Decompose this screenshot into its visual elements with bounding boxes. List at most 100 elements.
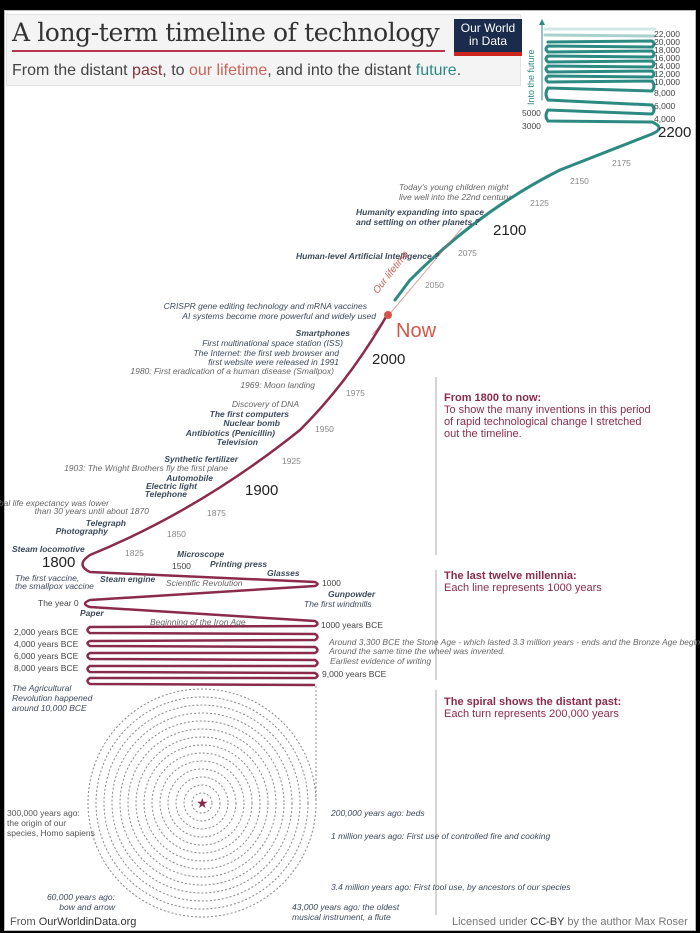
tick: 14,000 <box>654 61 680 71</box>
event-label: Nuclear bomb <box>223 418 280 428</box>
year-2000: 2000 <box>372 351 406 368</box>
event-label: Gunpowder <box>328 589 376 599</box>
event-label: Discovery of DNA <box>231 399 299 409</box>
tick-1000: 1000 <box>322 578 341 588</box>
tick: 20,000 <box>654 37 680 47</box>
star-icon: ★ <box>196 795 209 811</box>
event-label: The first computers <box>209 409 289 419</box>
footer-source[interactable]: From OurWorldinData.org <box>10 916 137 928</box>
year-label: 2050 <box>425 280 444 290</box>
event-label: The global life expectancy was lower <box>0 498 109 508</box>
tick: 10,000 <box>654 77 680 87</box>
event-label: Scientific Revolution <box>166 578 243 588</box>
spiral-rings <box>87 686 317 918</box>
year-label: 2175 <box>612 158 631 168</box>
event-label: Steam engine <box>100 574 156 584</box>
event-label: Smartphones <box>295 328 350 338</box>
owid-logo[interactable]: Our World in Data <box>454 19 522 56</box>
writing-note: Earliest evidence of writing <box>330 656 432 666</box>
year-label: 1875 <box>207 508 226 518</box>
wheel-note: Around the same time the wheel was inven… <box>329 646 506 656</box>
year-label: 2125 <box>530 198 549 208</box>
tick-1500: 1500 <box>172 561 191 571</box>
year-1900: 1900 <box>245 482 279 499</box>
year-1800: 1800 <box>42 554 76 571</box>
note-ai: Human-level Artificial Intelligence ? <box>296 251 440 261</box>
year-2100: 2100 <box>493 222 527 239</box>
event-label: First multinational space station (ISS) <box>202 338 343 348</box>
event-label: the smallpox vaccine <box>15 581 94 591</box>
event-label: Electric light <box>145 481 197 491</box>
tick-year-0: The year 0 <box>38 598 79 608</box>
tools-note: 3.4 million years ago: First tool use, b… <box>331 882 571 892</box>
tick-5000: 5000 <box>522 108 541 118</box>
tick-3000: 3000 <box>522 121 541 131</box>
tick: 18,000 <box>654 45 680 55</box>
event-label: Beginning of the Iron Age <box>150 617 246 627</box>
tick: 4,000 <box>654 114 676 124</box>
tick: 4,000 years BCE <box>14 639 79 649</box>
bronze-age-note: Around 3,300 BCE the Stone Age - which l… <box>329 637 700 647</box>
event-label: 1903: The Wright Brothers fly the first … <box>64 463 228 473</box>
fire-note: 1 million years ago: First use of contro… <box>331 831 551 841</box>
event-label: Photography <box>55 526 108 536</box>
tick: 2,000 years BCE <box>14 627 79 637</box>
tick: 8,000 years BCE <box>14 663 79 673</box>
tick: 16,000 <box>654 53 680 63</box>
now-marker <box>384 311 392 319</box>
agri-note: The Agricultural Revolution happened aroun… <box>12 683 93 713</box>
event-label: Printing press <box>210 559 268 569</box>
panel-1800-now: From 1800 to now: To show the many invent… <box>444 392 651 440</box>
event-label: Glasses <box>267 568 300 578</box>
year-label: 1950 <box>315 424 334 434</box>
event-label: Microscope <box>177 549 225 559</box>
tick: 8,000 <box>654 88 676 98</box>
subtitle: From the distant past, to our lifetime, … <box>12 62 462 79</box>
footer-license[interactable]: Licensed under CC-BY by the author Max R… <box>452 916 688 928</box>
year-label: 1925 <box>282 456 301 466</box>
event-label: Television <box>216 437 258 447</box>
modern-curve <box>81 314 389 687</box>
panel-millennia: The last twelve millennia: Each line repr… <box>444 570 602 594</box>
tick: 6,000 <box>654 101 676 111</box>
event-label: The first vaccine, <box>15 573 80 583</box>
into-future-label: Into the future <box>526 49 536 105</box>
event-label: Steam locomotive <box>12 544 85 554</box>
tick-1000-bce: 1000 years BCE <box>321 620 383 630</box>
note-space: Humanity expanding into space and settlin… <box>356 207 484 227</box>
year-label: 2150 <box>570 176 589 186</box>
title-underline <box>12 50 445 52</box>
event-label: 1969: Moon landing <box>240 380 315 390</box>
future-zigzag <box>393 19 661 302</box>
tick: 12,000 <box>654 69 680 79</box>
year-label: 1825 <box>125 548 144 558</box>
event-label: Paper <box>80 608 104 618</box>
event-label: 1980: First eradication of a human disea… <box>130 366 334 376</box>
now-label: Now <box>396 320 437 342</box>
event-label: AI systems become more powerful and wide… <box>182 311 376 321</box>
event-label: than 30 years until about 1870 <box>34 506 149 516</box>
year-label: 2075 <box>458 248 477 258</box>
event-label: Antibiotics (Penicillin) <box>185 428 275 438</box>
event-label: Synthetic fertilizer <box>164 454 238 464</box>
page-title: A long-term timeline of technology <box>12 18 440 47</box>
tick: 22,000 <box>654 29 680 39</box>
event-label: Automobile <box>166 473 213 483</box>
year-label: 1850 <box>167 529 186 539</box>
homo-sapiens-note: 300,000 years ago: the origin of our speci… <box>7 808 95 838</box>
panel-spiral: The spiral shows the distant past: Each t… <box>444 696 622 720</box>
bow-note: 60,000 years ago: bow and arrow <box>46 892 115 912</box>
event-label: The Internet: the first web browser and <box>193 348 339 358</box>
note-children: Today's young children might live well in… <box>399 182 513 202</box>
year-2200: 2200 <box>658 124 692 141</box>
event-label: CRISPR gene editing technology and mRNA … <box>163 301 367 311</box>
beds-note: 200,000 years ago: beds <box>331 808 425 818</box>
tick: 6,000 years BCE <box>14 651 79 661</box>
tick-9000-bce: 9,000 years BCE <box>322 669 387 679</box>
event-label: first website were released in 1991 <box>208 357 339 367</box>
year-label: 1975 <box>346 388 365 398</box>
event-label: Telegraph <box>85 518 126 528</box>
event-label: Telephone <box>144 489 187 499</box>
flute-note: 43,000 years ago: the oldest musical inst… <box>292 902 400 922</box>
